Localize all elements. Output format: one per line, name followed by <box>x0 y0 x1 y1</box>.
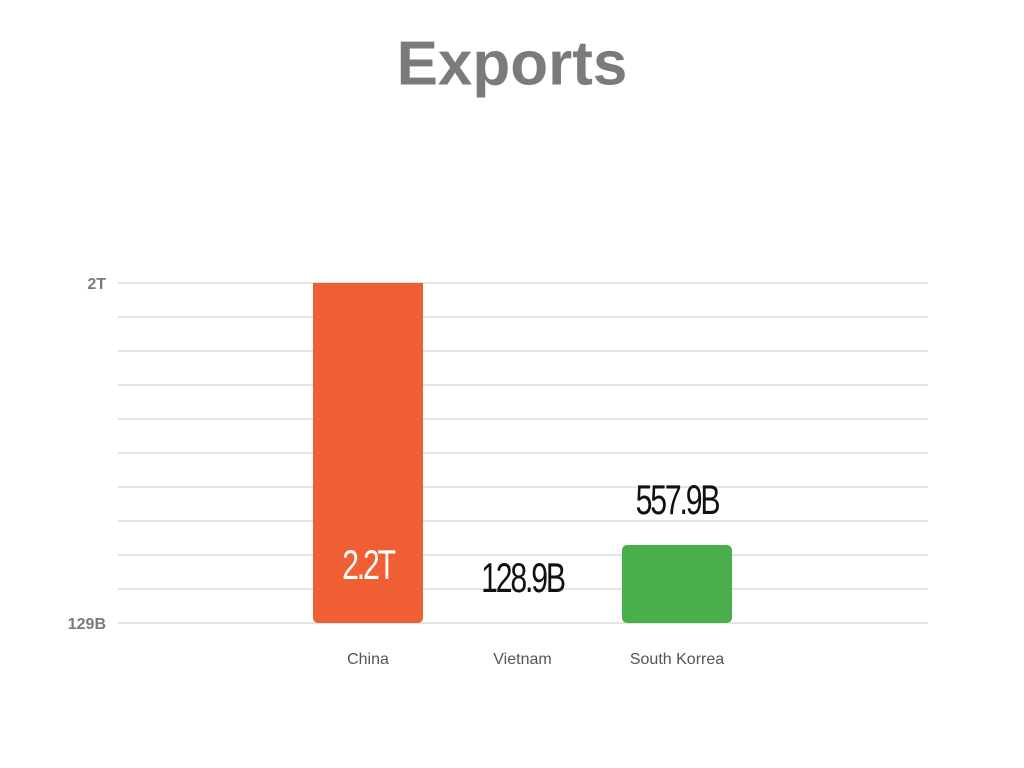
bar <box>622 545 732 623</box>
y-tick-label: 2T <box>87 276 106 293</box>
bars <box>313 283 732 623</box>
chart-title: Exports <box>397 29 628 98</box>
x-tick-label: China <box>347 651 389 668</box>
minor-grid <box>118 316 928 590</box>
x-tick-label: South Korrea <box>630 651 724 668</box>
data-label: 557.9B <box>636 476 720 523</box>
y-tick-label: 129B <box>68 616 106 633</box>
data-label: 128.9B <box>481 554 565 601</box>
x-tick-label: Vietnam <box>493 651 551 668</box>
bar <box>313 283 423 623</box>
data-label: 2.2T <box>342 541 396 588</box>
